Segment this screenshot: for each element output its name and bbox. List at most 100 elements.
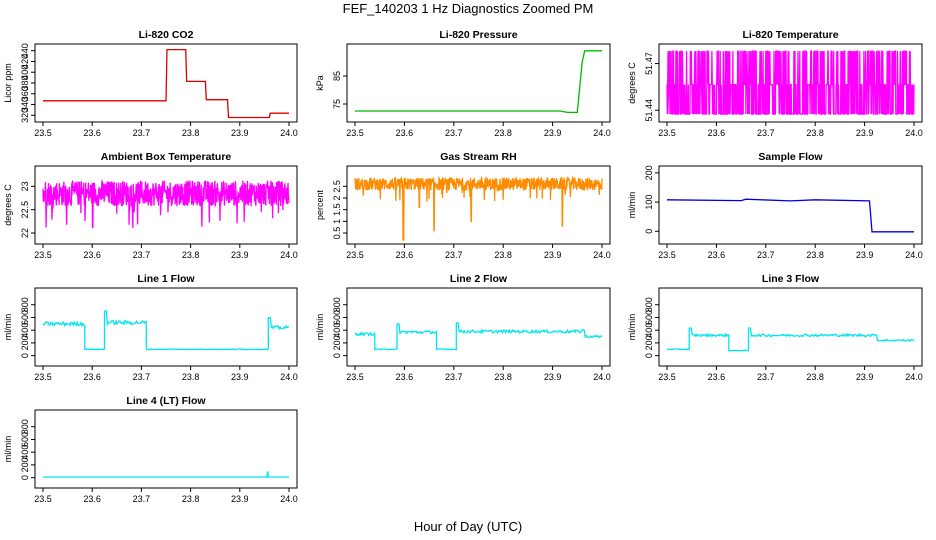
x-tick-label: 23.8: [182, 494, 200, 504]
plot-frame: [346, 287, 611, 367]
y-tick-label: 440: [20, 43, 30, 58]
panel-title: Sample Flow: [758, 151, 823, 163]
x-tick-label: 23.5: [34, 494, 52, 504]
y-tick-label: 2: [332, 195, 342, 200]
y-tick-label: 85: [332, 71, 342, 81]
x-tick-label: 23.5: [346, 250, 364, 260]
plot-frame: [34, 287, 298, 367]
x-tick-label: 23.9: [231, 250, 249, 260]
y-axis-label: ml/min: [315, 314, 325, 341]
x-tick-label: 23.6: [396, 250, 414, 260]
y-tick-label: 200: [644, 165, 654, 180]
panel-5: Gas Stream RH 23.5 23.6 23.7 23.8 23.9 24.0 0.5…: [315, 151, 611, 260]
panel-2: Li-820 Pressure 23.5 23.6 23.7 23.8 23.9 24.0 7…: [315, 29, 611, 138]
y-tick-label: 200: [644, 335, 654, 350]
panel-title: Gas Stream RH: [440, 151, 516, 163]
y-tick-label: 22: [20, 228, 30, 238]
x-tick-label: 23.6: [708, 250, 726, 260]
x-tick-label: 23.8: [806, 372, 824, 382]
plot-frame: [658, 165, 923, 245]
x-tick-label: 23.5: [658, 250, 676, 260]
panel-title: Line 2 Flow: [450, 273, 508, 285]
x-tick-label: 24.0: [280, 250, 298, 260]
panel-7: Line 1 Flow 23.5 23.6 23.7 23.8 23.9 24.0 0 2004…: [3, 273, 298, 382]
x-tick-label: 23.7: [757, 372, 775, 382]
series-line: [42, 310, 290, 351]
panel-6: Sample Flow 23.5 23.6 23.7 23.8 23.9 24.0 0 100 2…: [627, 151, 923, 260]
x-tick-label: 23.5: [658, 372, 676, 382]
series-line: [43, 471, 289, 478]
y-tick-label: 51.47: [644, 52, 654, 75]
y-tick-label: 800: [644, 297, 654, 312]
x-tick-label: 23.7: [757, 128, 775, 138]
x-tick-label: 23.5: [34, 372, 52, 382]
x-tick-label: 23.5: [658, 128, 676, 138]
x-tick-label: 23.6: [83, 372, 101, 382]
x-tick-label: 23.6: [396, 372, 414, 382]
x-tick-label: 23.7: [445, 372, 463, 382]
x-tick-label: 23.8: [494, 372, 512, 382]
x-tick-label: 23.5: [34, 128, 52, 138]
panel-3: Li-820 Temperature 23.5 23.6 23.7 23.8 23.9 24…: [627, 29, 923, 138]
series-line: [666, 198, 914, 233]
plot-frame: [658, 287, 923, 367]
x-tick-label: 23.7: [445, 250, 463, 260]
panel-title: Line 1 Flow: [137, 273, 195, 285]
x-tick-label: 23.9: [856, 128, 874, 138]
x-tick-label: 23.5: [34, 250, 52, 260]
y-axis-label: degrees C: [3, 184, 13, 226]
x-tick-label: 23.7: [133, 250, 151, 260]
plot-frame: [34, 409, 298, 489]
panel-title: Li-820 Pressure: [439, 29, 517, 41]
y-axis-label: ml/min: [627, 314, 637, 341]
y-tick-label: 420: [20, 54, 30, 69]
x-tick-label: 23.9: [544, 372, 562, 382]
y-tick-label: 400: [20, 65, 30, 80]
panel-title: Ambient Box Temperature: [101, 151, 232, 163]
y-tick-label: 2.5: [332, 180, 342, 193]
plot-frame: [34, 165, 298, 245]
x-tick-label: 24.0: [593, 250, 611, 260]
plot-frame: [658, 43, 923, 123]
x-tick-label: 24.0: [280, 128, 298, 138]
panel-title: Li-820 CO2: [139, 29, 194, 41]
x-tick-label: 23.9: [856, 372, 874, 382]
series-line: [354, 175, 603, 241]
x-tick-label: 23.6: [83, 250, 101, 260]
y-tick-label: 600: [644, 310, 654, 325]
y-tick-label: 200: [332, 335, 342, 350]
x-tick-label: 23.5: [346, 372, 364, 382]
y-tick-label: 320: [20, 108, 30, 123]
y-tick-label: 600: [20, 432, 30, 447]
series-line: [354, 322, 603, 351]
panel-title: Line 4 (LT) Flow: [126, 395, 206, 407]
series-line: [43, 48, 289, 119]
panel-title: Li-820 Temperature: [742, 29, 838, 41]
series-line: [666, 50, 915, 115]
x-tick-label: 23.8: [182, 250, 200, 260]
y-axis-label: Licor ppm: [3, 63, 13, 103]
x-tick-label: 23.5: [346, 128, 364, 138]
x-tick-label: 23.7: [133, 494, 151, 504]
y-tick-label: 400: [20, 445, 30, 460]
panel-9: Line 3 Flow 23.5 23.6 23.7 23.8 23.9 24.0 0 2004…: [627, 273, 923, 382]
y-tick-label: 100: [644, 195, 654, 210]
x-tick-label: 23.9: [856, 250, 874, 260]
y-tick-label: 400: [644, 323, 654, 338]
x-tick-label: 24.0: [905, 250, 923, 260]
x-tick-label: 23.8: [494, 250, 512, 260]
x-tick-label: 23.8: [806, 128, 824, 138]
y-tick-label: 800: [20, 297, 30, 312]
y-tick-label: 340: [20, 97, 30, 112]
panel-8: Line 2 Flow 23.5 23.6 23.7 23.8 23.9 24.0 0 2004…: [315, 273, 611, 382]
panel-10: Line 4 (LT) Flow 23.5 23.6 23.7 23.8 23.9 24.0…: [3, 395, 298, 504]
x-tick-label: 24.0: [280, 372, 298, 382]
y-tick-label: 0: [20, 353, 30, 358]
y-tick-label: 600: [332, 310, 342, 325]
y-tick-label: 51.44: [644, 99, 654, 122]
x-tick-label: 24.0: [280, 494, 298, 504]
x-tick-label: 23.9: [544, 250, 562, 260]
x-tick-label: 23.6: [396, 128, 414, 138]
x-tick-label: 23.7: [133, 128, 151, 138]
y-tick-label: 800: [20, 419, 30, 434]
